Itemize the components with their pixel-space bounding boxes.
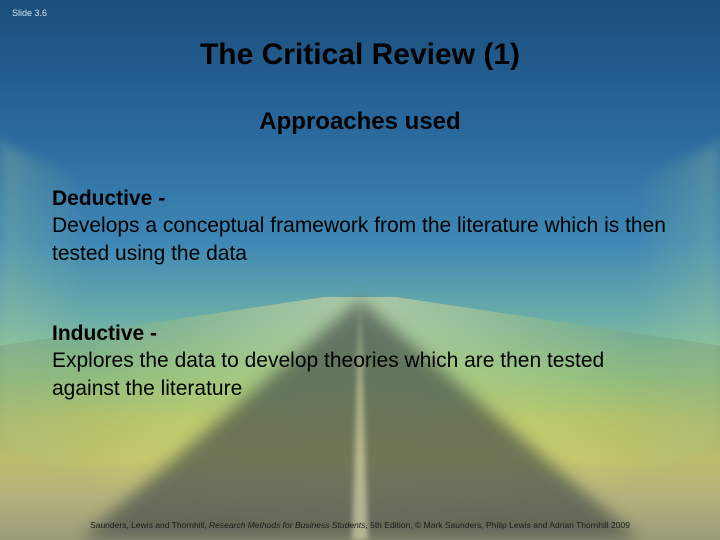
- slide-subtitle: Approaches used: [0, 108, 720, 136]
- inductive-heading: Inductive -: [52, 322, 157, 345]
- slide-number: Slide 3.6: [12, 8, 47, 18]
- inductive-body: Explores the data to develop theories wh…: [52, 349, 604, 399]
- footer-citation: Saunders, Lewis and Thornhill, Research …: [0, 520, 720, 530]
- footer-prefix: Saunders, Lewis and Thornhill,: [90, 520, 209, 530]
- slide-container: Slide 3.6 The Critical Review (1) Approa…: [0, 0, 720, 540]
- content-block-inductive: Inductive - Explores the data to develop…: [52, 320, 668, 402]
- deductive-body: Develops a conceptual framework from the…: [52, 214, 666, 264]
- footer-suffix: , 5th Edition, © Mark Saunders, Philip L…: [365, 520, 630, 530]
- footer-italic-title: Research Methods for Business Students: [209, 520, 365, 530]
- slide-title: The Critical Review (1): [0, 38, 720, 72]
- content-block-deductive: Deductive - Develops a conceptual framew…: [52, 185, 668, 267]
- deductive-heading: Deductive -: [52, 187, 165, 210]
